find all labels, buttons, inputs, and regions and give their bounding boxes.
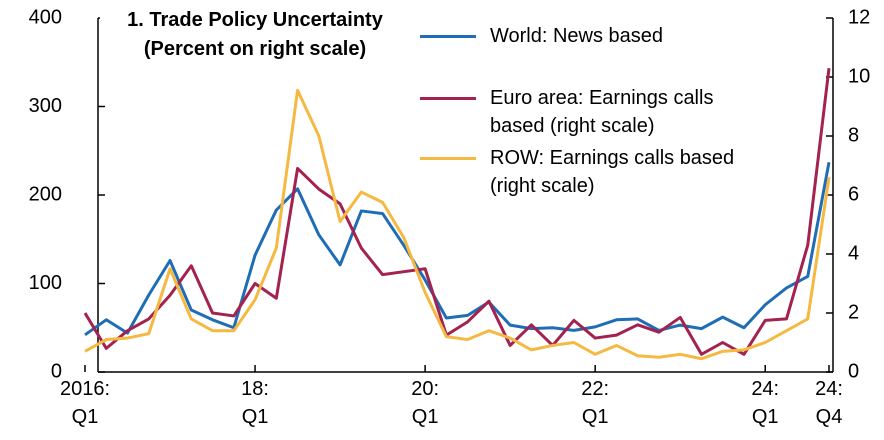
legend-item: Euro area: Earnings calls based (right s…	[420, 84, 770, 140]
x-tick-label: 22: Q1	[581, 378, 609, 428]
chart-title: 1. Trade Policy Uncertainty	[127, 9, 383, 31]
y2-tick-label: 0	[848, 360, 859, 382]
series-line	[83, 67, 831, 356]
x-tick-label-line: 18:	[241, 378, 269, 400]
y-tick-label: 400	[29, 6, 62, 28]
legend-item: World: News based	[420, 22, 770, 50]
series-line	[84, 161, 831, 337]
y2-tick-label: 12	[848, 6, 870, 28]
y2-tick-label: 4	[848, 242, 859, 264]
x-tick-label-line: 24:	[751, 378, 779, 400]
y-tick-label: 0	[51, 360, 62, 382]
x-tick-label-line: Q1	[412, 406, 439, 428]
y-tick-label: 200	[29, 183, 62, 205]
y-tick-label: 300	[29, 95, 62, 117]
x-tick-label-line: Q1	[72, 406, 99, 428]
x-tick-label-line: 2016:	[60, 378, 110, 400]
legend-swatch	[420, 97, 476, 100]
x-tick-label-line: Q4	[816, 406, 843, 428]
legend-label: Euro area: Earnings calls based (right s…	[490, 87, 714, 137]
x-tick-label: 24: Q1	[751, 378, 779, 428]
x-tick-label-line: Q1	[752, 406, 779, 428]
legend-label: World: News based	[490, 25, 664, 47]
title-block: 1. Trade Policy Uncertainty (Percent on …	[100, 6, 410, 64]
x-tick-label-line: 22:	[581, 378, 609, 400]
series-line	[84, 88, 831, 361]
x-tick-label-line: 20:	[411, 378, 439, 400]
y2-tick-label: 6	[848, 183, 859, 205]
chart-subtitle: (Percent on right scale)	[143, 38, 367, 60]
x-tick-label-line: Q1	[242, 406, 269, 428]
x-tick-label: 18: Q1	[241, 378, 269, 428]
x-tick-label: 24: Q4	[815, 378, 843, 428]
y2-tick-label: 10	[848, 65, 870, 87]
legend-label: ROW: Earnings calls based (right scale)	[490, 147, 735, 197]
legend-item: ROW: Earnings calls based (right scale)	[420, 144, 770, 200]
legend-swatch	[420, 35, 476, 38]
y2-tick-label: 8	[848, 124, 859, 146]
x-tick-label: 20: Q1	[411, 378, 439, 428]
y-tick-label: 100	[29, 272, 62, 294]
legend-swatch	[420, 157, 476, 160]
x-tick-label-line: Q1	[582, 406, 609, 428]
y2-tick-label: 2	[848, 301, 859, 323]
x-tick-label: 2016: Q1	[60, 378, 110, 428]
x-tick-label-line: 24:	[815, 378, 843, 400]
